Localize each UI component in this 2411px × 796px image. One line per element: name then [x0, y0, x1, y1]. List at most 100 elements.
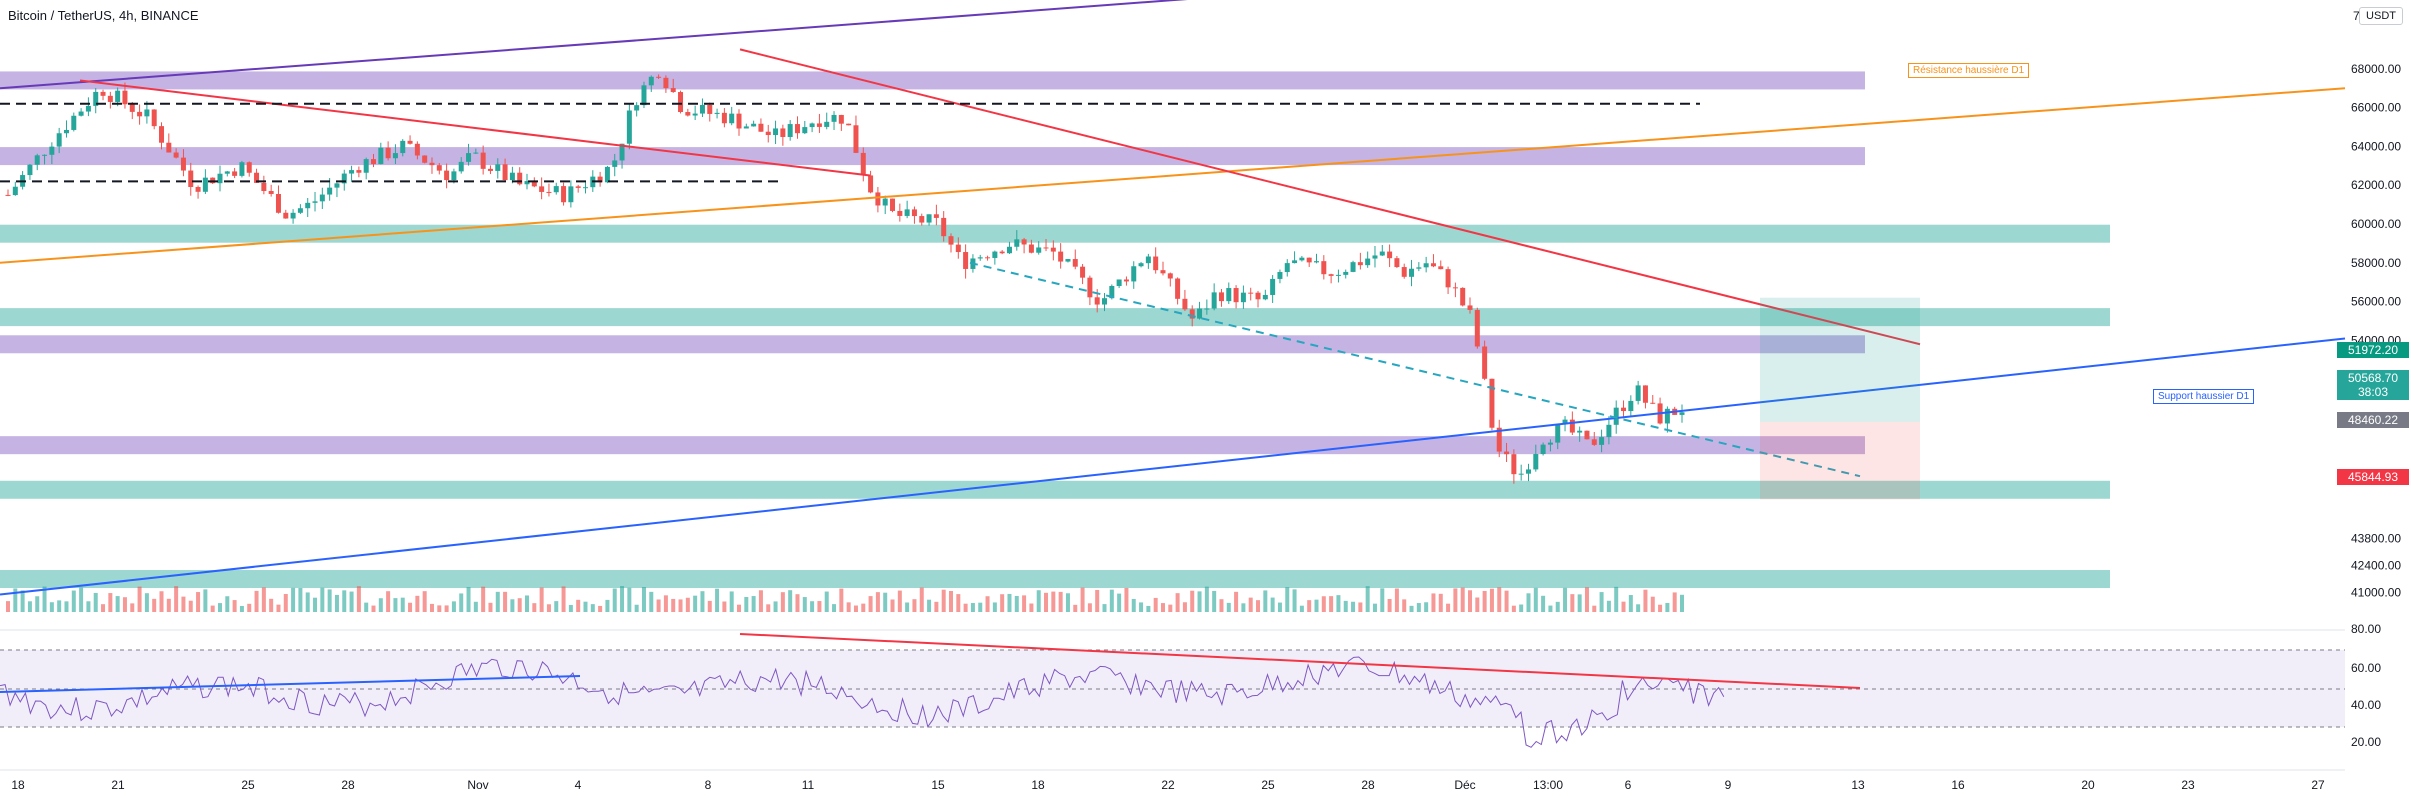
volume-bar — [1256, 600, 1261, 612]
candle-body — [1299, 257, 1305, 261]
candle-body — [736, 113, 742, 129]
candle-body — [634, 105, 640, 111]
candle-body — [1116, 279, 1122, 286]
volume-bar — [35, 596, 40, 612]
zone-3 — [0, 224, 2110, 243]
candle-body — [1072, 259, 1078, 267]
volume-bar — [101, 604, 106, 612]
volume-bar — [546, 604, 551, 612]
volume-bar — [853, 605, 858, 612]
candle-body — [173, 152, 179, 158]
volume-bar — [400, 597, 405, 612]
candle-body — [341, 173, 347, 184]
candle-body — [824, 121, 830, 127]
volume-bar — [79, 587, 84, 612]
volume-bar — [1548, 605, 1553, 612]
time-tick-label: 27 — [2311, 778, 2325, 792]
volume-bar — [27, 601, 32, 612]
volume-bar — [488, 602, 493, 612]
volume-bar — [1336, 595, 1341, 612]
candle-body — [1606, 424, 1612, 438]
candle-body — [305, 202, 311, 209]
volume-bar — [1321, 596, 1326, 612]
candle-body — [1650, 402, 1656, 404]
volume-bar — [1658, 604, 1663, 612]
candle-body — [1233, 288, 1239, 303]
volume-bar — [641, 587, 646, 612]
time-tick-label: 11 — [802, 778, 815, 792]
candle-body — [1423, 263, 1429, 268]
zone-6 — [0, 436, 1865, 455]
volume-bar — [554, 601, 559, 612]
candle-body — [1240, 292, 1246, 303]
zone-5 — [0, 335, 1865, 354]
volume-bar — [1541, 595, 1546, 612]
candle-body — [1635, 385, 1641, 401]
volume-bar — [320, 587, 325, 612]
volume-bar — [283, 593, 288, 612]
volume-bar — [1482, 590, 1487, 612]
volume-bar — [1460, 587, 1465, 612]
candle-body — [663, 77, 669, 89]
volume-bar — [1000, 594, 1005, 612]
candle-body — [1474, 309, 1480, 347]
candle-body — [1277, 272, 1283, 279]
time-tick-label: 13:00 — [1533, 778, 1563, 792]
support-annotation: Support haussier D1 — [2153, 389, 2255, 404]
volume-bar — [1109, 589, 1114, 612]
volume-bar — [1270, 597, 1275, 612]
candle-body — [1109, 285, 1115, 299]
candle-body — [166, 142, 172, 153]
trendline-orange — [0, 87, 2346, 264]
candle-body — [502, 164, 508, 181]
volume-bar — [693, 595, 698, 612]
volume-bar — [1431, 593, 1436, 612]
currency-button[interactable]: USDT — [2359, 7, 2403, 25]
volume-bar — [948, 590, 953, 612]
volume-bar — [861, 603, 866, 612]
candle-body — [612, 160, 618, 167]
candle-body — [517, 172, 523, 185]
volume-bar — [254, 590, 259, 612]
volume-bar — [1285, 587, 1290, 612]
volume-bar — [71, 590, 76, 612]
trendline-violet — [0, 0, 1188, 90]
volume-bar — [634, 604, 639, 612]
candle-body — [977, 257, 983, 259]
candle-body — [846, 123, 852, 126]
volume-bar — [568, 604, 573, 612]
candle-body — [202, 177, 208, 192]
candle-body — [217, 173, 223, 184]
volume-bar — [451, 601, 456, 612]
volume-bar — [1599, 592, 1604, 612]
candle-body — [392, 153, 398, 159]
volume-bar — [386, 591, 391, 612]
volume-bar — [1343, 600, 1348, 612]
trendline-red-2 — [739, 48, 1921, 346]
rsi-trendline-red — [739, 633, 1861, 689]
candle-body — [582, 187, 588, 189]
volume-bar — [612, 588, 617, 612]
volume-bar — [663, 595, 668, 612]
candle-body — [1591, 439, 1597, 445]
volume-bar — [649, 591, 654, 612]
volume-bar — [956, 594, 961, 612]
volume-bar — [1424, 602, 1429, 612]
candle-body — [188, 170, 194, 188]
candle-body — [356, 170, 362, 173]
price-tick-label: 43800.00 — [2351, 531, 2401, 545]
volume-bar — [737, 604, 742, 612]
candle-body — [963, 252, 969, 269]
candle-body — [1628, 400, 1634, 412]
candle-body — [63, 129, 69, 134]
candle-body — [458, 161, 464, 172]
candle-body — [1482, 346, 1488, 379]
volume-bar — [6, 601, 10, 612]
candle-body — [283, 212, 289, 219]
volume-bar — [707, 600, 712, 612]
candle-body — [100, 91, 106, 96]
candle-body — [71, 115, 77, 130]
volume-bar — [1219, 599, 1224, 612]
volume-bar — [1029, 603, 1034, 612]
